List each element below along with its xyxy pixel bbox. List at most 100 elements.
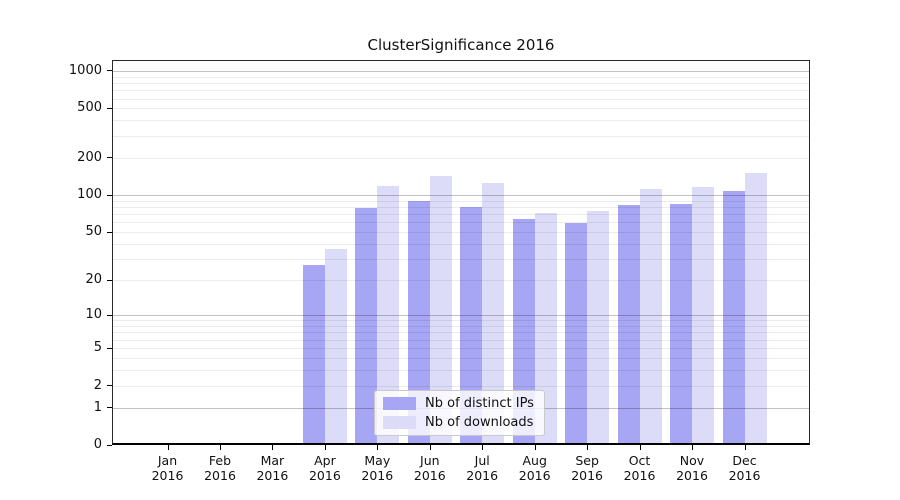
gridline-y-5 — [112, 348, 810, 349]
gridline-y-8 — [112, 326, 810, 327]
gridline-y-100 — [112, 195, 810, 197]
x-tick-label-oct: Oct 2016 — [623, 453, 656, 483]
x-tick-dec — [744, 445, 746, 450]
y-tick-5 — [107, 347, 112, 349]
x-tick-label-may: May 2016 — [361, 453, 394, 483]
bar-distinct-ips-jul — [460, 207, 483, 445]
x-tick-jun — [429, 445, 431, 450]
bars-layer — [112, 60, 810, 445]
bar-distinct-ips-apr — [302, 264, 325, 445]
x-tick-label-feb: Feb 2016 — [204, 453, 236, 483]
bar-distinct-ips-jun — [407, 200, 430, 445]
x-tick-label-nov: Nov 2016 — [676, 453, 708, 483]
y-tick-label-500: 500 — [77, 100, 102, 116]
y-tick-0 — [107, 444, 112, 446]
gridline-y-50 — [112, 232, 810, 234]
chart-title: ClusterSignificance 2016 — [367, 36, 555, 54]
x-tick-mar — [272, 445, 274, 450]
legend-swatch-downloads — [383, 416, 416, 429]
x-tick-sep — [587, 445, 589, 450]
x-tick-nov — [692, 445, 693, 450]
bar-downloads-dec — [744, 173, 767, 445]
gridline-y-9 — [112, 320, 810, 322]
gridline-y-500 — [112, 108, 810, 110]
bar-distinct-ips-oct — [617, 205, 640, 445]
x-tick-may — [377, 445, 379, 450]
bar-downloads-aug — [534, 213, 557, 445]
axes-layer: 0 1 2 5 10 20 50 100 200 500 1000 Jan 2016 Feb 2016 Mar… — [69, 60, 810, 483]
legend-label-downloads: Nb of downloads — [425, 415, 534, 430]
gridline-y-200 — [112, 157, 810, 159]
y-tick-label-10: 10 — [85, 307, 102, 323]
bar-distinct-ips-aug — [512, 218, 535, 445]
gridline-y-300 — [112, 135, 810, 137]
x-tick-label-jan: Jan 2016 — [151, 453, 184, 483]
bar-distinct-ips-nov — [670, 204, 692, 445]
gridline-y-10 — [112, 315, 810, 317]
gridline-y-80 — [112, 207, 810, 208]
y-tick-label-0: 0 — [93, 437, 102, 452]
gridlines-layer — [112, 60, 810, 445]
gridline-y-700 — [112, 90, 810, 92]
gridline-y-900 — [112, 76, 810, 78]
y-tick-label-200: 200 — [77, 149, 102, 165]
y-tick-label-1: 1 — [93, 399, 102, 415]
gridline-y-40 — [112, 243, 810, 245]
y-tick-1000 — [107, 70, 112, 72]
bar-downloads-jun — [429, 175, 452, 445]
gridline-y-90 — [112, 200, 810, 202]
gridline-y-30 — [112, 259, 810, 260]
gridline-y-800 — [112, 82, 810, 84]
y-tick-20 — [107, 279, 112, 281]
legend: Nb of distinct IPs Nb of downloads — [374, 390, 545, 436]
x-tick-label-mar: Mar 2016 — [256, 453, 289, 483]
bar-downloads-may — [377, 186, 400, 445]
x-tick-label-jun: Jun 2016 — [413, 453, 446, 483]
bar-downloads-oct — [639, 189, 662, 445]
x-tick-apr — [324, 445, 326, 450]
y-tick-1 — [107, 407, 112, 408]
y-tick-label-2: 2 — [93, 377, 102, 393]
gridline-y-400 — [112, 120, 810, 122]
x-tick-label-apr: Apr 2016 — [308, 453, 341, 483]
gridline-y-600 — [112, 98, 810, 100]
gridline-y-4 — [112, 357, 810, 359]
bar-distinct-ips-may — [355, 207, 378, 445]
gridline-y-2 — [112, 385, 810, 387]
gridline-y-3 — [112, 369, 810, 371]
gridline-y-1000 — [112, 70, 810, 72]
y-tick-label-50: 50 — [85, 224, 102, 240]
y-tick-10 — [107, 314, 112, 316]
x-tick-oct — [639, 445, 641, 450]
gridline-y-70 — [112, 214, 810, 216]
y-tick-50 — [107, 231, 112, 233]
gridline-y-60 — [112, 222, 810, 224]
x-tick-jul — [482, 445, 484, 450]
bar-distinct-ips-sep — [565, 223, 588, 445]
y-tick-500 — [107, 107, 112, 109]
y-tick-200 — [107, 157, 112, 159]
y-tick-2 — [107, 385, 112, 386]
bar-downloads-sep — [587, 211, 610, 445]
y-tick-label-5: 5 — [93, 340, 102, 355]
gridline-y-20 — [112, 280, 810, 282]
gridline-y-6 — [112, 339, 810, 341]
x-tick-jan — [167, 445, 169, 450]
legend-item-downloads: Nb of downloads — [383, 415, 534, 430]
x-tick-label-dec: Dec 2016 — [728, 453, 761, 483]
legend-label-distinct-ips: Nb of distinct IPs — [425, 396, 534, 411]
y-tick-label-20: 20 — [85, 272, 102, 288]
y-tick-label-100: 100 — [77, 187, 102, 203]
plot-area: 0 1 2 5 10 20 50 100 200 500 1000 Jan 2016 Feb 2016 Mar… — [69, 60, 810, 483]
x-tick-label-aug: Aug 2016 — [518, 453, 551, 483]
x-tick-label-jul: Jul 2016 — [466, 453, 499, 483]
legend-swatch-distinct-ips — [383, 397, 416, 410]
bar-downloads-jul — [482, 183, 505, 445]
gridline-y-7 — [112, 332, 810, 334]
y-tick-label-1000: 1000 — [68, 62, 102, 78]
legend-item-distinct-ips: Nb of distinct IPs — [383, 396, 534, 411]
y-tick-100 — [107, 194, 112, 196]
bar-distinct-ips-dec — [722, 190, 745, 445]
x-tick-aug — [534, 445, 536, 450]
